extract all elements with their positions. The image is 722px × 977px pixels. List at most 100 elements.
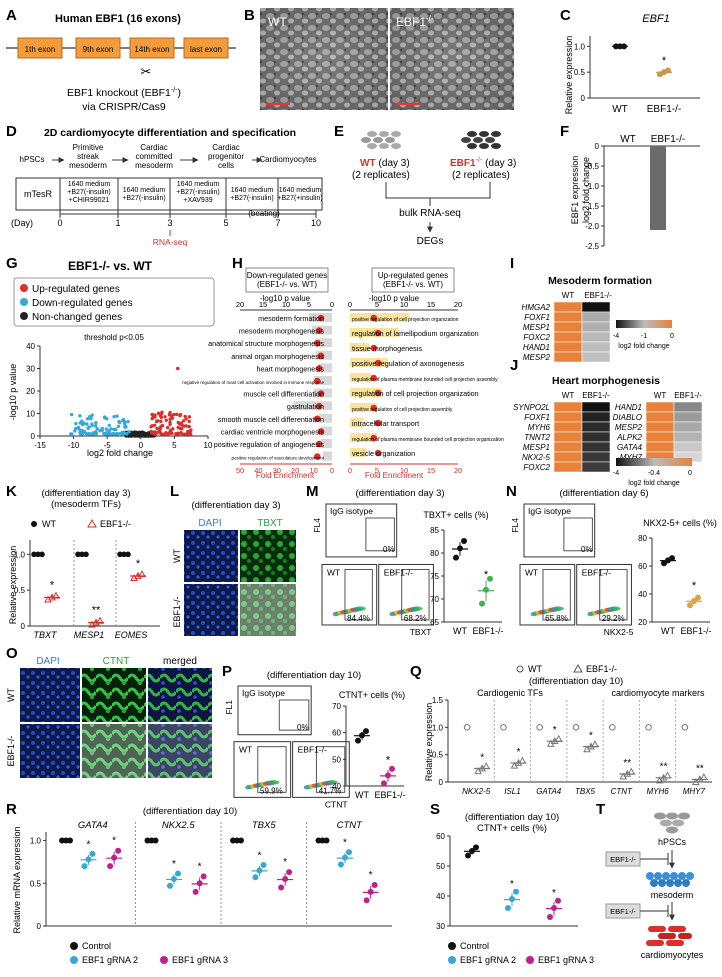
n-gate [542, 568, 571, 621]
g-point-down [87, 432, 91, 436]
panel-q: WT EBF1-/- (differentiation day 10) Card… [424, 663, 712, 796]
panel-a-knockout: EBF1 knockout (EBF1-/-) [67, 87, 181, 99]
j-left-gene: MESP1 [523, 443, 550, 452]
panel-letter-J: J [510, 357, 518, 374]
i-ko-cell [581, 301, 611, 313]
j-left-ko-cell [581, 441, 611, 453]
h-tick-label: 50 [236, 466, 244, 475]
j-col-ko-right: EBF1-/- [674, 391, 702, 400]
g-point-down [74, 421, 78, 426]
g-point-down [93, 424, 98, 428]
n-pct: 65.8% [545, 614, 568, 623]
r-star: * [198, 861, 202, 872]
j-left-wt-cell [553, 441, 583, 453]
h-up-term: positive regulation of axonogenesis [352, 359, 465, 368]
o-row-wt: WT [6, 688, 16, 702]
j-scale-mid: -0.4 [648, 470, 660, 477]
r-g3-point [111, 854, 118, 861]
r-star: * [172, 859, 176, 870]
panel-g-xlabel: log2 fold change [87, 448, 153, 458]
s-y-tick-label: 60 [436, 832, 445, 841]
h-up-term: positive regulation of cell projection o… [352, 317, 459, 323]
r-g2-point [252, 874, 259, 881]
j-left-gene: TNNT2 [524, 433, 550, 442]
q-gene-label: NKX2-5 [462, 787, 491, 796]
h-up-bar [350, 403, 377, 412]
j-right-wt-cell [645, 431, 675, 443]
g-point-up [189, 428, 193, 432]
m-plot-label: EBF1-/- [384, 567, 413, 577]
h-tick-label: 15 [427, 466, 435, 475]
h-down-term: cardiac ventricle morphogenesis [221, 427, 324, 436]
j-right-gene: GATA4 [617, 443, 643, 452]
q-gene-label: TBX5 [575, 787, 596, 796]
panel-letters: A B C D E F G H I J K L M N O P Q R S T [6, 7, 605, 818]
j-left-gene: FOXF1 [524, 413, 550, 422]
g-point-down [90, 422, 94, 426]
panel-d-title: 2D cardiomyocyte differentiation and spe… [44, 127, 296, 139]
o-wt-dapi-image [20, 668, 80, 722]
o-ko-merged-image [148, 724, 212, 778]
q-gene-label: MYH6 [646, 787, 669, 796]
media-b27-2: 1640 medium +B27(-insulin) [230, 187, 273, 202]
s-g2-point [509, 896, 515, 902]
p-x-axis-label: CTNT [325, 799, 348, 809]
exon-14-label: 14th exon [134, 45, 169, 54]
ko-cells-icon [461, 131, 501, 149]
g-point-nc [128, 434, 132, 438]
j-right-ko-cell [673, 421, 703, 433]
panel-h-chart: 20 15 10 5 050 40 30 20 10 00 5 10 15 200 5 10 15 20mesod… [182, 300, 504, 475]
g-point-up [183, 414, 187, 419]
p-gate [257, 746, 287, 793]
r-g2-point [166, 882, 173, 889]
c-star: * [662, 55, 667, 67]
panel-s-chart: 30 40 50 60 * * [436, 832, 578, 931]
h-down-dot [313, 453, 321, 460]
g-point-up [159, 424, 163, 428]
j-scale-min: -4 [613, 470, 619, 477]
media-insulin: 1640 medium +B27(+insulin) [277, 187, 322, 202]
g-point-up [167, 413, 172, 417]
g-point-up [170, 416, 175, 420]
g-point-down [73, 429, 77, 433]
p-iso-plot [237, 685, 312, 736]
j-left-ko-cell [581, 451, 611, 463]
l-ch2: TBXT [257, 518, 283, 529]
panel-letter-S: S [430, 801, 440, 818]
m-dot-ko-point [479, 600, 485, 607]
n-dot-y-tick-label: 80 [638, 534, 647, 543]
l-ch1: DAPI [198, 518, 221, 529]
g-point-down [126, 419, 130, 424]
j-left-wt-cell [553, 421, 583, 433]
h-tick-label: 5 [375, 466, 379, 475]
g-x-tick-label: 5 [172, 441, 177, 450]
scissors-icon: ✂ [141, 64, 152, 79]
p-dot-wt-point [355, 737, 361, 744]
n-dot-x-label: WT [661, 626, 675, 636]
r-star: * [258, 850, 262, 861]
k-y-tick-label: 0 [21, 622, 26, 631]
panel-r-chart: 0 0.5 1.0 GATA4 * * NKX2.5 * * TBX5 * * CTNT * * [30, 820, 392, 931]
q-group1: Cardiogenic TFs [477, 688, 543, 698]
h-down-fold: Fold Enrichment [256, 471, 315, 480]
g-point-down [82, 421, 86, 425]
panel-letter-B: B [244, 7, 255, 24]
panel-l-title: (differentiation day 3) [191, 500, 280, 511]
cardiomyocyte-cells-icon [646, 926, 692, 946]
exon-last-label: last exon [190, 45, 222, 54]
g-point-nc [144, 434, 148, 438]
panel-p-chart-title: CTNT+ cells (%) [339, 690, 405, 700]
r-g2-point [337, 861, 344, 868]
g-point-up [159, 432, 163, 436]
j-left-wt-cell [553, 411, 583, 423]
m-iso-plot [325, 503, 398, 558]
panel-letter-H: H [232, 255, 243, 272]
panel-letter-O: O [6, 645, 18, 662]
q-ko-point [700, 773, 708, 781]
panel-e-wt: WT (day 3) [360, 158, 410, 169]
r-star: * [283, 857, 287, 868]
s-control-point [465, 852, 471, 859]
h-tick-label: 10 [400, 466, 408, 475]
s-control-point [473, 844, 479, 851]
